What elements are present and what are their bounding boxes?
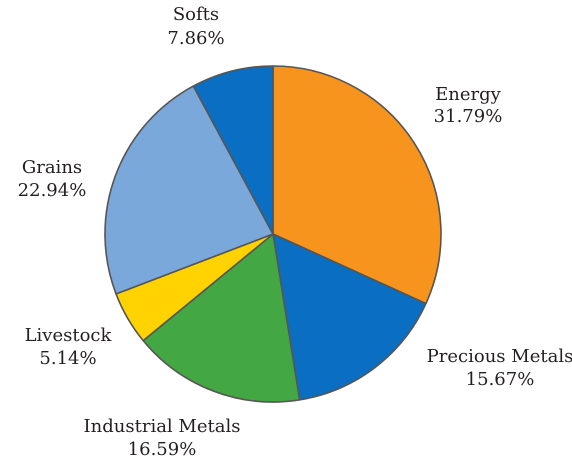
pie-slice-industrial-metals bbox=[142, 233, 301, 403]
pie-labels: Energy 31.79% Precious Metals 15.67% Ind… bbox=[18, 4, 572, 460]
pie-slice-precious-metals bbox=[272, 233, 427, 401]
slice-percent-precious-metals: 15.67% bbox=[466, 369, 535, 390]
slice-percent-industrial-metals: 16.59% bbox=[128, 439, 197, 460]
pie-slices bbox=[104, 65, 442, 403]
slice-label-precious-metals: Precious Metals bbox=[427, 346, 572, 367]
pie-slice-softs bbox=[192, 65, 274, 235]
slice-label-industrial-metals: Industrial Metals bbox=[84, 416, 241, 437]
pie-slice-grains bbox=[104, 85, 274, 295]
slice-percent-livestock: 5.14% bbox=[39, 348, 96, 369]
slice-percent-grains: 22.94% bbox=[18, 180, 87, 201]
slice-label-softs: Softs bbox=[173, 4, 219, 25]
slice-label-energy: Energy bbox=[435, 84, 502, 105]
slice-percent-energy: 31.79% bbox=[434, 106, 503, 127]
slice-label-livestock: Livestock bbox=[25, 325, 113, 346]
slice-label-grains: Grains bbox=[22, 157, 82, 178]
slice-percent-softs: 7.86% bbox=[167, 28, 224, 49]
pie-slice-energy bbox=[272, 65, 442, 305]
